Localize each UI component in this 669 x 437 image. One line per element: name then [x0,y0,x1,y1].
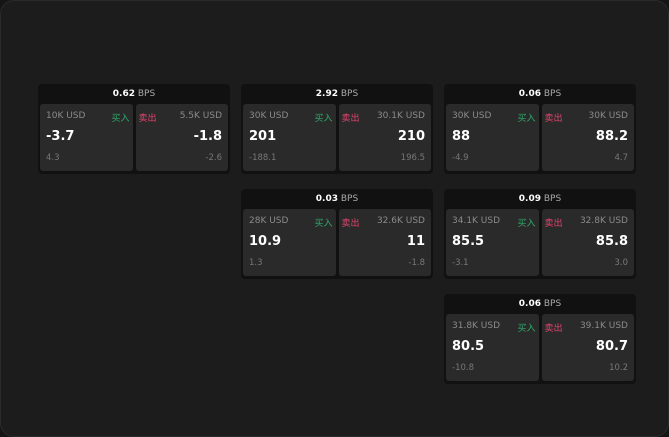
sell-price: -1.8 [193,129,222,144]
spread-value: 2.92 [315,89,338,99]
spread-header: 0.06 BPS [444,84,636,104]
sell-change: 3.0 [614,258,628,268]
spread-value: 0.62 [112,89,135,99]
sell-panel[interactable]: 5.5K USD 卖出 -1.8 -2.6 [135,104,228,171]
spread-value: 0.06 [518,299,541,309]
buy-price: 80.5 [452,339,485,354]
sell-price: 85.8 [595,234,628,249]
quote-card: 0.06 BPS 30K USD 买入 88 -4.9 30K USD 卖出 8… [444,84,636,174]
buy-panel[interactable]: 28K USD 买入 10.9 1.3 [243,209,336,276]
spread-header: 0.03 BPS [241,189,433,209]
quote-card: 0.09 BPS 34.1K USD 买入 85.5 -3.1 32.8K US… [444,189,636,279]
spread-header: 0.62 BPS [38,84,230,104]
buy-change: -188.1 [249,153,277,163]
buy-label: 买入 [314,219,333,229]
buy-label: 买入 [517,114,536,124]
sell-panel[interactable]: 30.1K USD 卖出 210 196.5 [338,104,431,171]
spread-unit: BPS [543,89,562,99]
quote-card: 0.03 BPS 28K USD 买入 10.9 1.3 32.6K USD 卖… [241,189,433,279]
sell-size: 32.6K USD [376,216,425,226]
spread-value: 0.09 [518,194,541,204]
sell-price: 11 [406,234,425,249]
spread-header: 0.09 BPS [444,189,636,209]
quote-card: 0.06 BPS 31.8K USD 买入 80.5 -10.8 39.1K U… [444,294,636,384]
buy-panel[interactable]: 10K USD 买入 -3.7 4.3 [40,104,133,171]
spread-unit: BPS [543,194,562,204]
spread-header: 0.06 BPS [444,294,636,314]
sell-size: 30.1K USD [376,111,425,121]
buy-size: 28K USD [249,216,289,226]
sell-price: 88.2 [595,129,628,144]
sell-panel[interactable]: 30K USD 卖出 88.2 4.7 [541,104,634,171]
buy-panel[interactable]: 30K USD 买入 88 -4.9 [446,104,539,171]
buy-label: 买入 [517,324,536,334]
buy-panel[interactable]: 30K USD 买入 201 -188.1 [243,104,336,171]
buy-size: 10K USD [46,111,86,121]
sell-size: 30K USD [588,111,628,121]
buy-panel[interactable]: 34.1K USD 买入 85.5 -3.1 [446,209,539,276]
sell-change: -2.6 [205,153,222,163]
buy-price: 201 [249,129,277,144]
sell-label: 卖出 [544,114,563,124]
sell-panel[interactable]: 39.1K USD 卖出 80.7 10.2 [541,314,634,381]
sell-panel[interactable]: 32.8K USD 卖出 85.8 3.0 [541,209,634,276]
sell-price: 210 [397,129,425,144]
buy-label: 买入 [111,114,130,124]
spread-unit: BPS [340,194,359,204]
quote-card: 0.62 BPS 10K USD 买入 -3.7 4.3 5.5K USD 卖出… [38,84,230,174]
sell-label: 卖出 [544,219,563,229]
buy-change: -3.1 [452,258,469,268]
sell-label: 卖出 [544,324,563,334]
sell-label: 卖出 [138,114,157,124]
spread-unit: BPS [340,89,359,99]
buy-change: 4.3 [46,153,60,163]
buy-price: 85.5 [452,234,485,249]
buy-size: 30K USD [249,111,289,121]
sell-label: 卖出 [341,114,360,124]
spread-value: 0.06 [518,89,541,99]
buy-change: -10.8 [452,363,474,373]
buy-panel[interactable]: 31.8K USD 买入 80.5 -10.8 [446,314,539,381]
buy-size: 34.1K USD [452,216,501,226]
sell-change: 4.7 [614,153,628,163]
sell-price: 80.7 [595,339,628,354]
spread-unit: BPS [137,89,156,99]
sell-change: 10.2 [609,363,628,373]
buy-label: 买入 [314,114,333,124]
spread-value: 0.03 [315,194,338,204]
spread-unit: BPS [543,299,562,309]
sell-size: 32.8K USD [579,216,628,226]
buy-price: 10.9 [249,234,282,249]
sell-size: 5.5K USD [179,111,222,121]
sell-panel[interactable]: 32.6K USD 卖出 11 -1.8 [338,209,431,276]
sell-change: 196.5 [400,153,425,163]
buy-size: 31.8K USD [452,321,501,331]
buy-change: -4.9 [452,153,469,163]
buy-size: 30K USD [452,111,492,121]
sell-size: 39.1K USD [579,321,628,331]
buy-label: 买入 [517,219,536,229]
buy-price: 88 [452,129,471,144]
buy-change: 1.3 [249,258,263,268]
quote-card: 2.92 BPS 30K USD 买入 201 -188.1 30.1K USD… [241,84,433,174]
sell-change: -1.8 [408,258,425,268]
buy-price: -3.7 [46,129,75,144]
spread-header: 2.92 BPS [241,84,433,104]
sell-label: 卖出 [341,219,360,229]
